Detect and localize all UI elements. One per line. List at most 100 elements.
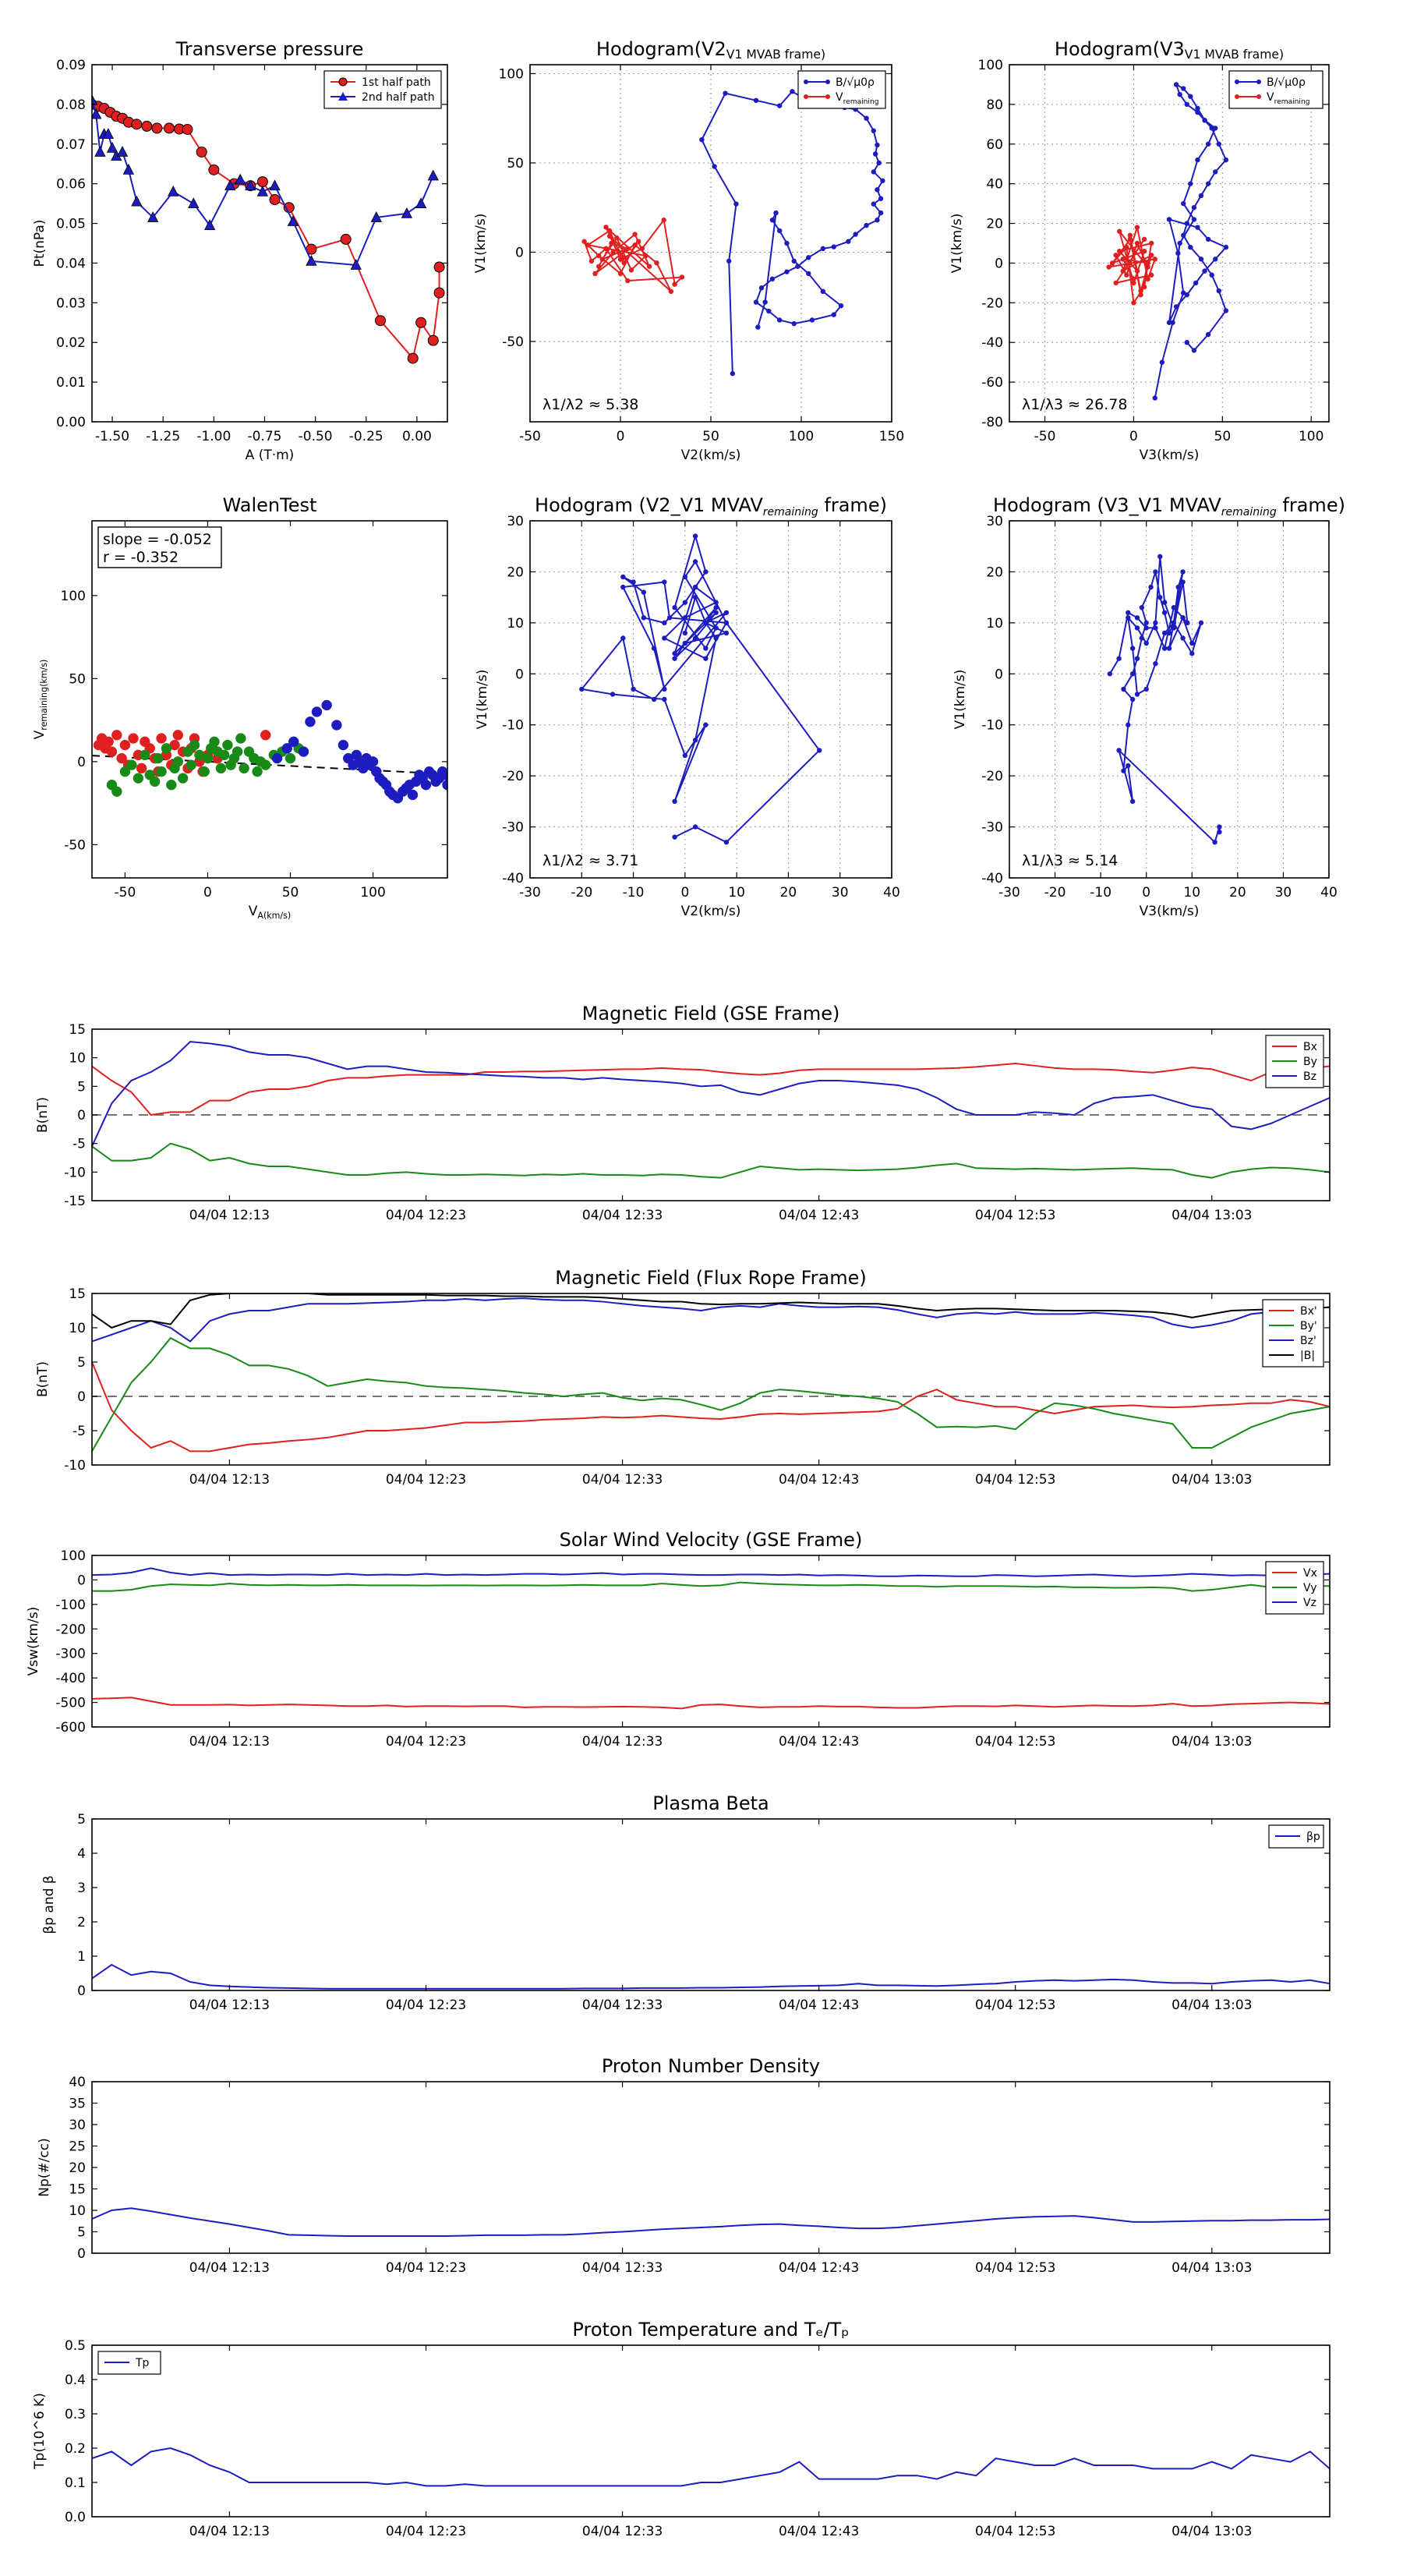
data-point bbox=[337, 739, 349, 751]
data-point bbox=[208, 164, 220, 175]
legend-marker bbox=[338, 92, 348, 101]
chart-hodo_v2v1_mvav: -30 -20 -10 0 10 20 30 40-40-30-20-100102030Hod… bbox=[475, 494, 900, 919]
y-tick-label: 4 bbox=[77, 1846, 86, 1862]
data-point bbox=[692, 824, 698, 830]
y-tick-label: -20 bbox=[981, 295, 1003, 311]
data-point bbox=[1124, 244, 1129, 250]
plot-area bbox=[92, 1567, 1330, 1710]
data-point bbox=[235, 733, 246, 744]
data-point bbox=[1223, 244, 1229, 250]
y-tick-label: 3 bbox=[77, 1881, 86, 1896]
data-point bbox=[762, 299, 768, 305]
y-tick-label: 0 bbox=[77, 1573, 86, 1588]
data-point bbox=[1184, 340, 1189, 345]
y-tick-label: 30 bbox=[507, 514, 524, 529]
data-point bbox=[853, 232, 858, 237]
data-point bbox=[94, 146, 106, 157]
x-tick-label: 0.00 bbox=[402, 429, 432, 444]
x-tick-label: 04/04 12:53 bbox=[975, 1734, 1055, 1750]
data-point bbox=[1143, 625, 1149, 631]
data-point bbox=[646, 264, 652, 269]
data-point bbox=[305, 717, 316, 727]
data-point bbox=[224, 179, 236, 191]
data-point bbox=[1191, 205, 1197, 211]
data-point bbox=[260, 759, 271, 770]
data-point bbox=[350, 259, 362, 270]
data-point bbox=[621, 255, 627, 260]
data-point bbox=[610, 249, 616, 255]
legend-marker bbox=[825, 94, 830, 99]
axes-frame bbox=[1009, 520, 1330, 879]
axes-frame bbox=[91, 64, 448, 423]
data-point bbox=[245, 179, 256, 191]
y-tick-label: 15 bbox=[69, 1022, 86, 1038]
data-point bbox=[682, 630, 688, 636]
x-tick-label: 50 bbox=[1214, 429, 1232, 444]
data-point bbox=[1113, 253, 1119, 258]
legend: B/√μ0ρ Vremaining bbox=[1228, 70, 1323, 109]
plot-area bbox=[92, 2447, 1330, 2487]
data-point bbox=[1170, 320, 1175, 325]
data-point bbox=[1181, 200, 1186, 207]
chart-title: Magnetic Field (Flux Rope Frame) bbox=[555, 1267, 866, 1289]
chart-np: 04/04 12:13 04/04 12:23 04/04 12:33 04/04 1… bbox=[37, 2055, 1331, 2276]
data-point bbox=[871, 128, 877, 133]
y-tick-label: 0.00 bbox=[56, 415, 86, 430]
y-tick-label: 5 bbox=[77, 2225, 86, 2241]
data-point bbox=[1213, 126, 1218, 131]
series-line bbox=[92, 1293, 1330, 1329]
data-point bbox=[668, 288, 674, 295]
data-point bbox=[595, 253, 602, 259]
data-point bbox=[1198, 257, 1204, 262]
y-axis-label: βp and β bbox=[41, 1875, 57, 1934]
data-point bbox=[177, 773, 189, 784]
data-point bbox=[723, 620, 730, 626]
legend-label: Vremaining bbox=[836, 91, 879, 106]
series-line bbox=[92, 1361, 1330, 1453]
data-point bbox=[1116, 748, 1122, 753]
data-point bbox=[662, 686, 667, 692]
y-tick-label: 1 bbox=[77, 1949, 86, 1965]
series-line bbox=[1108, 556, 1221, 844]
data-point bbox=[864, 222, 869, 228]
data-point bbox=[1143, 620, 1149, 626]
x-tick-label: 04/04 12:23 bbox=[386, 1208, 466, 1223]
data-point bbox=[784, 240, 790, 246]
y-tick-label: -600 bbox=[55, 1720, 86, 1736]
data-point bbox=[164, 122, 175, 134]
data-point bbox=[588, 258, 595, 264]
plot-area bbox=[92, 1293, 1330, 1453]
data-point bbox=[636, 239, 641, 244]
data-point bbox=[1209, 126, 1214, 131]
plot-area bbox=[1106, 82, 1229, 401]
data-point bbox=[1205, 331, 1211, 338]
data-point bbox=[1173, 304, 1179, 310]
data-point bbox=[1166, 630, 1172, 636]
chart-tp: 04/04 12:13 04/04 12:23 04/04 12:33 04/04 1… bbox=[32, 2319, 1331, 2539]
data-point bbox=[116, 146, 129, 157]
y-tick-label: -40 bbox=[981, 871, 1003, 886]
y-tick-label: 0.1 bbox=[65, 2475, 86, 2491]
y-axis-label: Vsw(km/s) bbox=[26, 1607, 41, 1676]
plot-area bbox=[92, 1963, 1330, 1990]
series-line bbox=[580, 533, 821, 844]
x-tick-label: 04/04 12:13 bbox=[189, 1472, 270, 1488]
x-tick-label: 50 bbox=[282, 885, 299, 901]
chart-title: Hodogram (V2_V1 MVAVremaining frame) bbox=[535, 494, 887, 518]
y-tick-label: -60 bbox=[981, 375, 1003, 391]
data-point bbox=[871, 201, 877, 207]
y-tick-label: -5 bbox=[72, 1137, 86, 1152]
y-axis-label: B(nT) bbox=[35, 1361, 51, 1397]
legend-label: 2nd half path bbox=[362, 91, 435, 104]
y-tick-label: 10 bbox=[507, 616, 524, 632]
data-point bbox=[168, 185, 179, 196]
y-tick-label: 2 bbox=[77, 1915, 86, 1930]
chart-title: Plasma Beta bbox=[652, 1792, 769, 1814]
y-tick-label: 35 bbox=[69, 2097, 86, 2112]
y-tick-label: 5 bbox=[77, 1812, 86, 1828]
data-point bbox=[846, 239, 851, 244]
data-point bbox=[1213, 169, 1218, 175]
y-tick-label: 30 bbox=[69, 2118, 86, 2133]
y-tick-label: 0 bbox=[515, 667, 524, 682]
y-tick-label: 100 bbox=[978, 58, 1003, 73]
